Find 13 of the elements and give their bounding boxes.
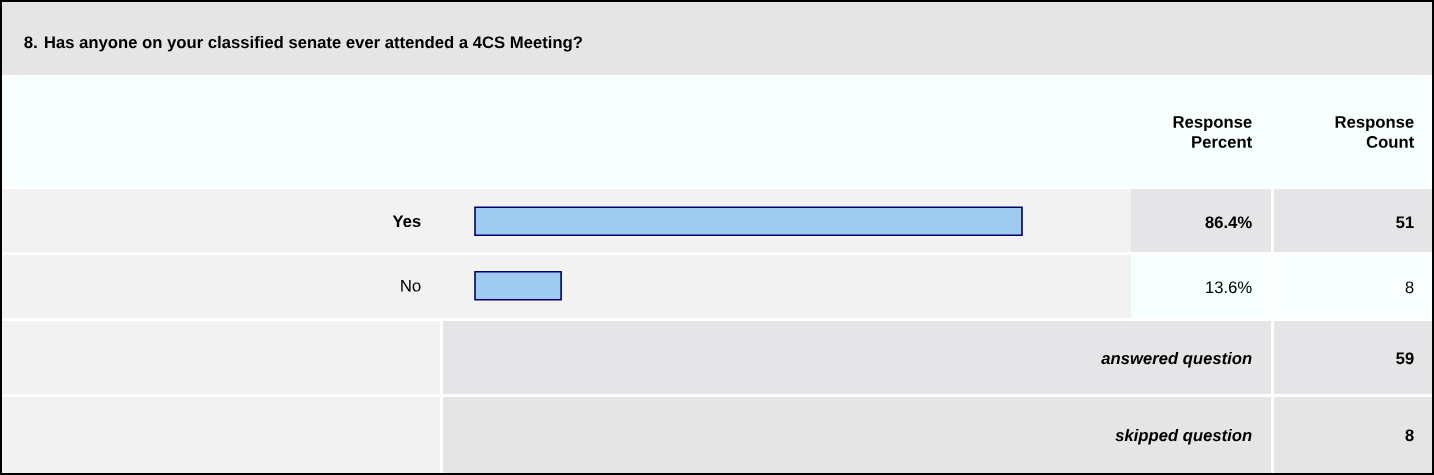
text: answered question (1101, 351, 1252, 368)
y-tick-label: Yes (392, 215, 421, 228)
text: Response Percent (1173, 116, 1252, 148)
text: 8 (1405, 281, 1414, 294)
text: Response Count (1335, 116, 1414, 148)
text: 8. Has anyone on your classified senate ever attended a 4CS Meeting? (24, 35, 582, 52)
text: 51 (1396, 216, 1414, 229)
text: skipped question (1115, 428, 1252, 445)
data-label: 86.4% (1205, 216, 1252, 229)
text: 59 (1396, 352, 1414, 365)
y-tick-label: No (401, 279, 421, 292)
data-label: 13.6% (1206, 281, 1252, 294)
text: 8 (1405, 429, 1414, 442)
